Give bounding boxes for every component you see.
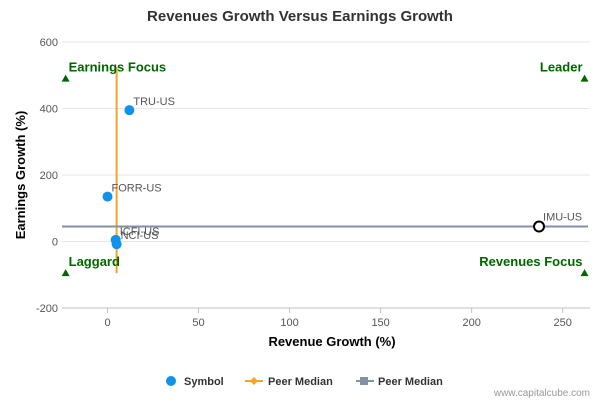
x-axis-title: Revenue Growth (%)	[268, 334, 395, 349]
quadrant-label-revenues-focus: Revenues Focus	[479, 254, 582, 269]
legend-revenue-median-marker	[250, 377, 258, 385]
x-tick-label: 150	[371, 317, 389, 329]
y-tick-label: 600	[40, 37, 58, 49]
data-point-label: TRU-US	[133, 96, 175, 108]
x-tick-label: 0	[104, 317, 110, 329]
legend: Symbol Peer Median Peer Median	[166, 376, 443, 388]
y-tick-label: 400	[40, 104, 58, 116]
x-tick-label: 250	[554, 317, 572, 329]
x-axis-ticks: 0 50 100 150 200 250	[104, 308, 572, 329]
legend-symbol-marker	[166, 376, 176, 386]
data-point-label: FORR-US	[112, 183, 162, 195]
quadrant-marker-top-right	[580, 74, 589, 82]
legend-label-earnings-median: Peer Median	[378, 376, 443, 388]
credit-text: www.capitalcube.com	[493, 388, 590, 399]
legend-item-earnings-median[interactable]: Peer Median	[356, 376, 443, 388]
y-tick-label: 200	[40, 170, 58, 182]
y-axis-title: Earnings Growth (%)	[13, 111, 28, 240]
quadrant-label-laggard: Laggard	[69, 254, 120, 269]
y-tick-label: 0	[52, 237, 58, 249]
quadrant-labels: Earnings Focus Leader Laggard Revenues Focu…	[61, 60, 589, 277]
chart-title: Revenues Growth Versus Earnings Growth	[147, 8, 453, 25]
data-point-marker[interactable]	[124, 105, 135, 116]
highlight-point-marker[interactable]	[533, 220, 546, 233]
legend-earnings-median-marker	[360, 377, 368, 385]
highlight-point-label: IMU-US	[543, 212, 582, 224]
legend-item-symbol[interactable]: Symbol	[166, 376, 224, 388]
y-axis-ticks: -200 0 200 400 600	[36, 37, 590, 315]
data-point-label: ICFI-US	[120, 226, 160, 238]
y-tick-label: -200	[36, 303, 58, 315]
x-tick-label: 100	[280, 317, 298, 329]
legend-label-symbol: Symbol	[184, 376, 224, 388]
legend-label-revenue-median: Peer Median	[268, 376, 333, 388]
legend-item-revenue-median[interactable]: Peer Median	[245, 376, 333, 388]
data-point-marker[interactable]	[111, 239, 122, 250]
x-tick-label: 50	[192, 317, 204, 329]
quadrant-marker-bottom-right	[580, 269, 589, 277]
data-point-label: NCI-US	[121, 230, 159, 242]
quadrant-label-earnings-focus: Earnings Focus	[69, 60, 167, 75]
quadrant-label-leader: Leader	[540, 60, 583, 75]
x-tick-label: 200	[462, 317, 480, 329]
quadrant-marker-bottom-left	[61, 269, 70, 277]
quadrant-marker-top-left	[61, 74, 70, 82]
data-point-marker[interactable]	[102, 191, 113, 202]
